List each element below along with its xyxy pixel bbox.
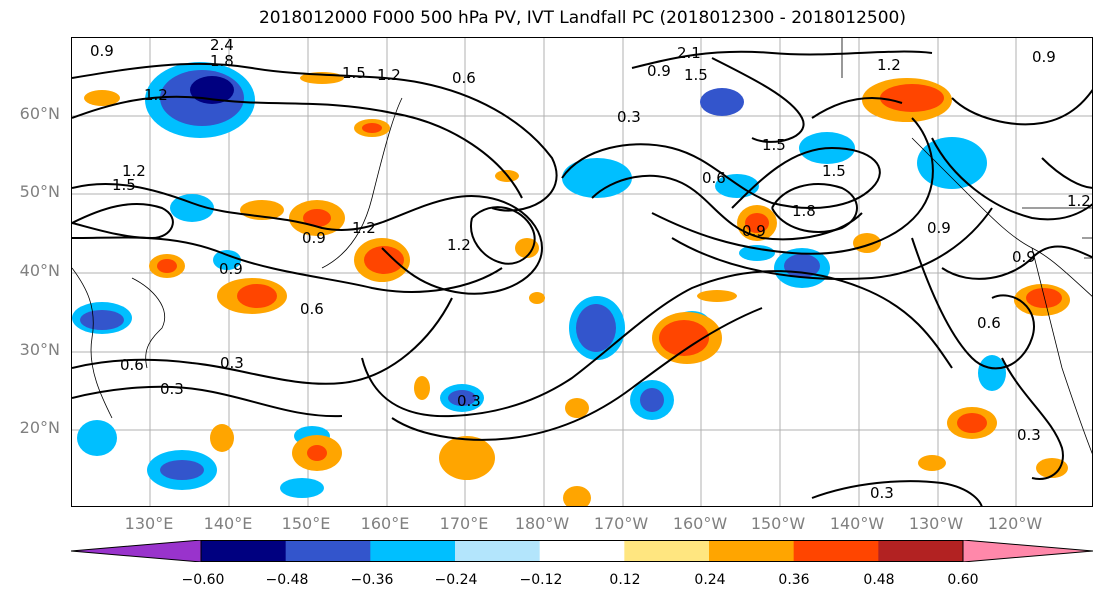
colorbar-tick: 0.48 xyxy=(863,572,895,588)
contour-label: 0.6 xyxy=(452,69,476,87)
colorbar-svg xyxy=(70,539,1094,563)
lat-label-50n: 50°N xyxy=(19,182,60,201)
contour-label: 1.2 xyxy=(377,66,401,84)
lon-label-130e: 130°E xyxy=(124,514,174,533)
contour-label-group: 0.9 2.4 1.8 1.2 1.5 1.2 0.6 2.1 0.9 1.5 … xyxy=(90,38,1091,502)
lon-label-160w: 160°W xyxy=(672,514,728,533)
contour-label: 1.2 xyxy=(1067,192,1091,210)
contour-label: 1.5 xyxy=(684,66,708,84)
lon-label-150e: 150°E xyxy=(281,514,331,533)
contour-label: 0.9 xyxy=(302,229,326,247)
lon-label-150w: 150°W xyxy=(750,514,806,533)
contour-label: 1.2 xyxy=(144,86,168,104)
lon-label-140e: 140°E xyxy=(203,514,253,533)
contour-label: 0.9 xyxy=(927,219,951,237)
pv-contours xyxy=(72,50,1092,506)
map-panel: 0.9 2.4 1.8 1.2 1.5 1.2 0.6 2.1 0.9 1.5 … xyxy=(71,37,1093,507)
contour-label: 0.3 xyxy=(457,392,481,410)
contour-label: 1.8 xyxy=(792,202,816,220)
colorbar-segment xyxy=(285,540,371,562)
contour-label: 1.2 xyxy=(877,56,901,74)
lat-label-30n: 30°N xyxy=(19,340,60,359)
coastlines xyxy=(72,38,1092,455)
contour-label: 0.3 xyxy=(870,484,894,502)
contour-label: 0.9 xyxy=(219,260,243,278)
colorbar-tick: 0.36 xyxy=(778,572,810,588)
colorbar-segment xyxy=(201,540,287,562)
contour-label: 0.6 xyxy=(702,169,726,187)
colorbar-tick: −0.12 xyxy=(519,572,563,588)
lon-label-160e: 160°E xyxy=(360,514,410,533)
colorbar-segment xyxy=(709,540,795,562)
colorbar-tick: −0.36 xyxy=(350,572,394,588)
colorbar-segment xyxy=(370,540,456,562)
map-svg: 0.9 2.4 1.8 1.2 1.5 1.2 0.6 2.1 0.9 1.5 … xyxy=(72,38,1092,506)
contour-label: 1.5 xyxy=(342,64,366,82)
contour-label: 1.5 xyxy=(762,136,786,154)
colorbar-tick: −0.24 xyxy=(434,572,478,588)
colorbar-segment xyxy=(878,540,964,562)
contour-label: 0.9 xyxy=(742,222,766,240)
colorbar-tick: 0.60 xyxy=(947,572,979,588)
colorbar-segment xyxy=(539,540,625,562)
contour-label: 0.6 xyxy=(300,300,324,318)
map-title: 2018012000 F000 500 hPa PV, IVT Landfall… xyxy=(258,8,906,28)
lat-label-60n: 60°N xyxy=(19,104,60,123)
lat-label-40n: 40°N xyxy=(19,261,60,280)
contour-label: 1.5 xyxy=(112,176,136,194)
colorbar-segment xyxy=(793,540,879,562)
lon-label-120w: 120°W xyxy=(987,514,1043,533)
contour-label: 1.2 xyxy=(352,219,376,237)
colorbar-segment xyxy=(624,540,710,562)
contour-label: 0.3 xyxy=(160,380,184,398)
lon-label-130w: 130°W xyxy=(908,514,964,533)
contour-label: 1.8 xyxy=(210,52,234,70)
contour-label: 0.3 xyxy=(220,354,244,372)
lon-label-140w: 140°W xyxy=(829,514,885,533)
colorbar-extend-high xyxy=(962,539,1094,563)
colorbar-tick: 0.12 xyxy=(609,572,641,588)
contour-label: 2.4 xyxy=(210,38,234,54)
contour-label: 0.3 xyxy=(617,108,641,126)
contour-label: 0.6 xyxy=(977,314,1001,332)
contour-label: 0.9 xyxy=(1032,48,1056,66)
contour-label: 2.1 xyxy=(677,44,701,62)
colorbar-outline xyxy=(200,540,964,562)
contour-label: 1.2 xyxy=(447,236,471,254)
lon-label-170e: 170°E xyxy=(439,514,489,533)
lon-label-170w: 170°W xyxy=(593,514,649,533)
contour-label: 0.3 xyxy=(1017,426,1041,444)
colorbar xyxy=(70,539,1094,563)
contour-label: 0.9 xyxy=(90,42,114,60)
shaded-anomalies xyxy=(72,62,1070,506)
colorbar-extend-low xyxy=(70,539,202,563)
colorbar-tick: −0.60 xyxy=(181,572,225,588)
contour-label: 0.9 xyxy=(647,62,671,80)
colorbar-segment xyxy=(455,540,541,562)
contour-label: 0.9 xyxy=(1012,248,1036,266)
colorbar-tick: −0.48 xyxy=(265,572,309,588)
contour-label: 1.5 xyxy=(822,162,846,180)
contour-label: 1.2 xyxy=(122,162,146,180)
colorbar-tick: 0.24 xyxy=(694,572,726,588)
lat-label-20n: 20°N xyxy=(19,418,60,437)
lon-label-180w: 180°W xyxy=(514,514,570,533)
contour-label: 0.6 xyxy=(120,356,144,374)
